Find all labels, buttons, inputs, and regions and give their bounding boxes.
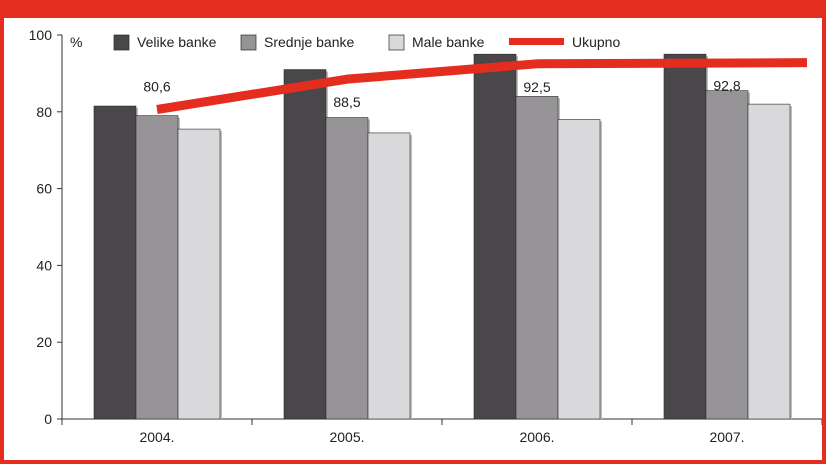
bar-velike-banke [473, 53, 517, 420]
legend-swatch [113, 34, 130, 51]
y-tick-label: 20 [36, 334, 52, 350]
y-tick-label: 60 [36, 181, 52, 197]
x-tick-label: 2007. [709, 429, 744, 445]
bar-male-banke [557, 119, 601, 420]
y-tick-label: 80 [36, 104, 52, 120]
bar-srednje-banke [705, 90, 749, 420]
data-label-ukupno: 92,8 [713, 78, 740, 94]
legend-swatch-line [509, 38, 564, 45]
legend-swatch [388, 34, 405, 51]
bar-velike-banke [283, 69, 327, 420]
bar-srednje-banke [325, 117, 369, 420]
data-label-ukupno: 80,6 [143, 78, 170, 94]
legend-swatch [240, 34, 257, 51]
bar-srednje-banke [515, 96, 559, 420]
bars [93, 53, 792, 420]
data-labels: 80,6 88,5 92,5 92,8 [143, 78, 740, 111]
data-label-ukupno: 88,5 [333, 94, 360, 110]
data-label-ukupno: 92,5 [523, 79, 550, 95]
line-ukupno [156, 58, 808, 114]
x-tick-label: 2006. [519, 429, 554, 445]
legend-label: Male banke [412, 34, 485, 50]
x-tick-label: 2005. [329, 429, 364, 445]
y-tick-label: 0 [44, 411, 52, 427]
bar-srednje-banke [135, 115, 179, 420]
bar-velike-banke [93, 105, 137, 420]
legend: Velike banke Srednje banke Male banke Ukupn… [113, 34, 620, 51]
y-tick-label: 100 [29, 27, 53, 43]
chart-title-bar [4, 0, 822, 18]
y-tick-label: 40 [36, 257, 52, 273]
bar-male-banke [367, 132, 411, 420]
x-tick-label: 2004. [139, 429, 174, 445]
total-line [156, 58, 808, 114]
bar-velike-banke [663, 53, 707, 420]
axes: 0 20 40 60 80 100 2004. 2005. 2006. 2007. [29, 27, 822, 445]
legend-label: Ukupno [572, 34, 620, 50]
legend-label: Srednje banke [264, 34, 355, 50]
legend-label: Velike banke [137, 34, 217, 50]
bar-male-banke [177, 128, 221, 420]
bar-male-banke [747, 103, 791, 420]
y-unit-label: % [70, 34, 82, 50]
chart-svg: 0 20 40 60 80 100 2004. 2005. 2006. 2007. 80,6 88,… [29, 27, 822, 445]
